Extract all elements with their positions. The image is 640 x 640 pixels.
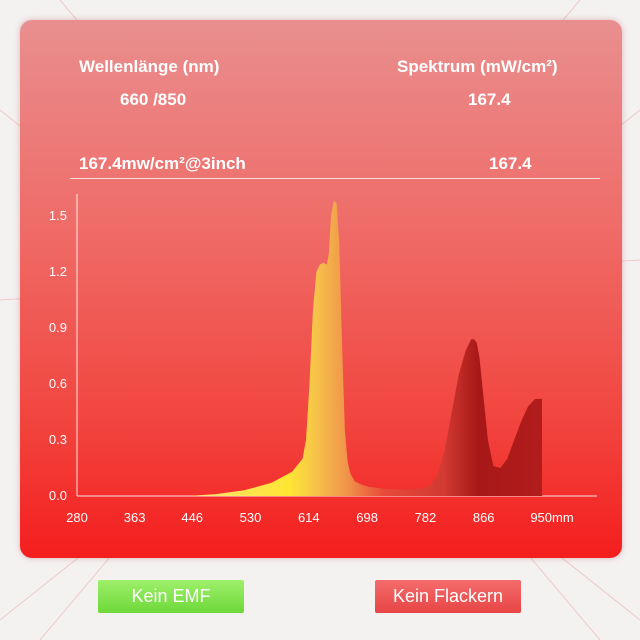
x-tick-label: 698: [356, 510, 378, 525]
spectrum-panel: Wellenlänge (nm) 660 /850 Spektrum (mW/c…: [20, 20, 622, 558]
x-tick-label: 782: [415, 510, 437, 525]
spectrum-chart: 280 363 446 530 614 698 782 866 950mm 0.0 0.3 0.6 0.…: [49, 194, 597, 525]
y-tick-label: 0.0: [49, 488, 67, 503]
no-emf-button[interactable]: Kein EMF: [98, 580, 244, 613]
chart-tick-labels: 280 363 446 530 614 698 782 866 950mm 0.0 0.3 0.6 0.…: [49, 208, 574, 525]
x-tick-label: 446: [181, 510, 203, 525]
no-flicker-button[interactable]: Kein Flackern: [375, 580, 521, 613]
y-tick-label: 1.5: [49, 208, 67, 223]
x-tick-label: 280: [66, 510, 88, 525]
x-tick-label: 530: [240, 510, 262, 525]
y-tick-label: 0.6: [49, 376, 67, 391]
irradiance-label: 167.4mw/cm²@3inch: [79, 154, 246, 173]
spectrum-area: [188, 201, 542, 496]
y-tick-label: 1.2: [49, 264, 67, 279]
x-tick-label: 363: [124, 510, 146, 525]
spectrum-value: 167.4: [468, 90, 511, 109]
wavelength-label: Wellenlänge (nm): [79, 57, 220, 76]
chart-marks: [188, 201, 542, 496]
x-tick-label: 614: [298, 510, 320, 525]
x-tick-label: 866: [473, 510, 495, 525]
spectrum-label: Spektrum (mW/cm²): [397, 57, 558, 76]
irradiance-value: 167.4: [489, 154, 532, 173]
wavelength-value: 660 /850: [120, 90, 187, 109]
y-tick-label: 0.3: [49, 432, 67, 447]
x-tick-label: 950mm: [530, 510, 573, 525]
header-divider: [70, 178, 600, 179]
y-tick-label: 0.9: [49, 320, 67, 335]
